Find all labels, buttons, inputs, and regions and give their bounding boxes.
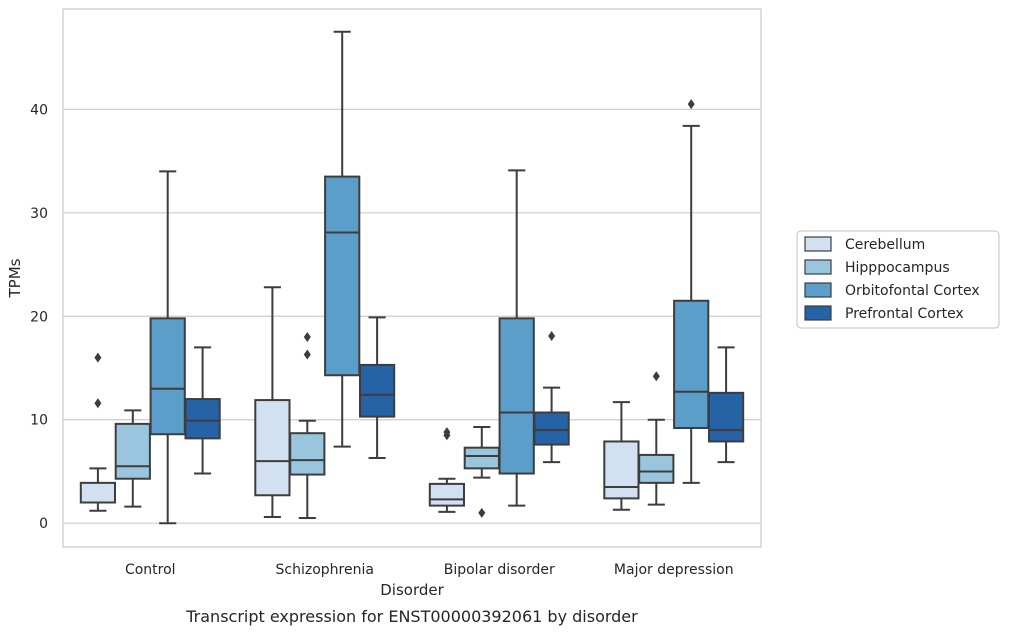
outlier-point	[303, 349, 311, 360]
box-plot-group	[638, 371, 675, 506]
legend-swatch	[804, 236, 832, 252]
iqr-box	[324, 175, 361, 377]
iqr-box	[463, 446, 500, 470]
outlier-point	[548, 330, 556, 341]
box-plot-group	[289, 331, 326, 520]
box-plot-group	[254, 286, 291, 518]
iqr-box	[358, 363, 396, 418]
box-plot-group	[463, 425, 500, 518]
iqr-box	[638, 453, 675, 484]
y-tick-label: 30	[30, 206, 48, 222]
iqr-box	[673, 299, 710, 430]
plot-area-frame	[62, 8, 762, 548]
legend: Cerebellum Hipppocampus Orbitofontal Corte…	[796, 230, 1000, 329]
iqr-box	[114, 422, 151, 480]
box-plot-group	[707, 346, 745, 464]
iqr-box	[254, 399, 291, 497]
box-plot-group	[428, 427, 466, 513]
legend-swatch	[804, 259, 832, 275]
y-tick-label: 20	[30, 309, 48, 325]
iqr-box	[149, 317, 186, 436]
y-tick-label: 10	[30, 413, 48, 429]
iqr-box	[533, 411, 570, 446]
x-tick-label: Major depression	[614, 562, 734, 578]
outlier-point	[478, 507, 486, 518]
outlier-point	[687, 99, 695, 110]
outlier-point	[94, 398, 102, 409]
x-tick-label: Control	[125, 562, 176, 578]
box-plot-group	[603, 401, 640, 511]
iqr-box	[428, 482, 466, 507]
legend-label: Orbitofontal Cortex	[845, 283, 980, 299]
chart-caption: Transcript expression for ENST0000039206…	[185, 607, 638, 626]
x-tick-label: Bipolar disorder	[444, 562, 555, 578]
outlier-point	[652, 371, 660, 382]
box-plot-group	[149, 170, 186, 525]
box-plot-group	[498, 169, 535, 507]
iqr-box	[498, 317, 535, 475]
legend-label: Hipppocampus	[845, 260, 950, 276]
iqr-box	[184, 398, 221, 440]
x-axis-label: Disorder	[380, 581, 444, 599]
box-plot-group	[114, 409, 151, 508]
y-tick-label: 40	[30, 102, 48, 118]
outlier-point	[303, 331, 311, 342]
outlier-point	[94, 352, 102, 363]
iqr-box	[707, 391, 745, 443]
box-plot-group	[533, 330, 570, 464]
y-tick-label: 0	[39, 516, 48, 532]
box-plot-group	[184, 346, 221, 475]
legend-swatch	[804, 282, 832, 298]
iqr-box	[289, 432, 326, 476]
legend-frame	[796, 230, 1000, 329]
x-tick-label: Schizophrenia	[276, 562, 374, 578]
outlier-point	[443, 427, 451, 438]
legend-label: Cerebellum	[845, 237, 925, 253]
box-plot-group	[324, 30, 361, 448]
iqr-box	[79, 481, 117, 504]
legend-label: Prefrontal Cortex	[845, 306, 964, 322]
legend-swatch	[804, 305, 832, 321]
box-plot-group	[358, 316, 396, 460]
y-axis-label: TPMs	[6, 258, 24, 298]
iqr-box	[603, 440, 640, 500]
box-plot-group	[79, 352, 117, 512]
box-plot-group	[673, 99, 710, 484]
